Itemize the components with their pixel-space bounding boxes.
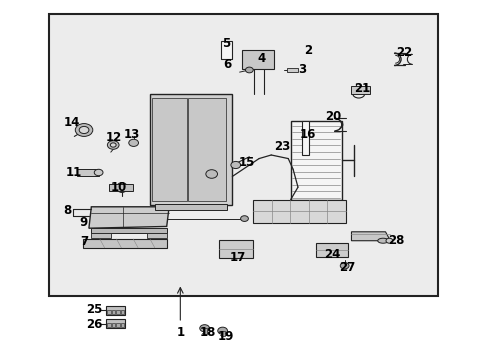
Text: 26: 26	[86, 318, 102, 331]
Text: 12: 12	[106, 131, 122, 144]
Bar	[242, 50, 273, 69]
Polygon shape	[83, 239, 166, 248]
Text: 25: 25	[86, 303, 102, 316]
Polygon shape	[89, 207, 169, 228]
Bar	[107, 323, 111, 327]
Circle shape	[107, 141, 119, 149]
Bar	[107, 310, 111, 314]
Circle shape	[128, 139, 138, 147]
Bar	[351, 86, 369, 94]
Text: 14: 14	[63, 116, 80, 129]
Text: 16: 16	[299, 128, 315, 141]
Bar	[49, 14, 437, 296]
Text: 17: 17	[229, 251, 245, 264]
Bar	[91, 228, 166, 233]
Circle shape	[385, 238, 392, 243]
Text: 13: 13	[123, 128, 140, 141]
Bar	[106, 306, 125, 315]
Text: 20: 20	[324, 110, 341, 123]
Bar	[290, 121, 341, 200]
Circle shape	[340, 262, 348, 269]
Bar	[154, 204, 227, 210]
Text: 4: 4	[257, 52, 265, 65]
Bar	[147, 233, 166, 238]
Circle shape	[75, 123, 93, 136]
Text: 2: 2	[303, 44, 311, 57]
Bar	[77, 169, 99, 176]
Bar	[91, 233, 111, 238]
Text: 7: 7	[80, 235, 88, 248]
Ellipse shape	[116, 183, 127, 193]
Text: 22: 22	[395, 46, 411, 59]
Text: 3: 3	[297, 63, 305, 76]
Bar	[109, 184, 132, 192]
Text: 10: 10	[111, 181, 127, 194]
Bar	[316, 243, 347, 257]
Bar	[301, 121, 308, 155]
Ellipse shape	[94, 169, 103, 176]
Bar	[152, 98, 186, 202]
Circle shape	[110, 143, 116, 147]
Bar	[120, 323, 123, 327]
Bar	[112, 323, 115, 327]
Text: 8: 8	[63, 204, 71, 217]
Text: 5: 5	[222, 37, 230, 50]
Text: 15: 15	[238, 156, 254, 169]
Bar	[188, 98, 225, 202]
Text: 18: 18	[200, 327, 216, 339]
Circle shape	[245, 67, 253, 73]
Text: 24: 24	[323, 248, 340, 261]
Circle shape	[230, 161, 240, 168]
Bar	[220, 331, 224, 336]
Ellipse shape	[377, 238, 387, 243]
Text: 19: 19	[217, 330, 234, 343]
Bar	[120, 310, 123, 314]
Bar	[116, 323, 119, 327]
Circle shape	[205, 170, 217, 178]
Text: 6: 6	[223, 58, 231, 72]
Circle shape	[200, 325, 209, 332]
Bar	[112, 310, 115, 314]
Text: 21: 21	[353, 82, 369, 95]
Circle shape	[240, 216, 248, 221]
Polygon shape	[351, 232, 389, 241]
Bar	[149, 94, 232, 205]
Bar	[221, 41, 231, 59]
Circle shape	[79, 126, 89, 134]
Bar	[219, 240, 253, 258]
Circle shape	[217, 327, 227, 334]
Text: 28: 28	[387, 234, 404, 247]
Text: 9: 9	[79, 216, 87, 229]
Text: 1: 1	[176, 327, 184, 339]
Text: 11: 11	[65, 166, 81, 179]
Bar	[253, 200, 345, 223]
Bar	[106, 319, 125, 328]
Bar	[116, 310, 119, 314]
Bar	[202, 328, 206, 334]
Text: 27: 27	[339, 261, 355, 274]
Bar	[287, 68, 297, 72]
Text: 23: 23	[274, 140, 290, 153]
